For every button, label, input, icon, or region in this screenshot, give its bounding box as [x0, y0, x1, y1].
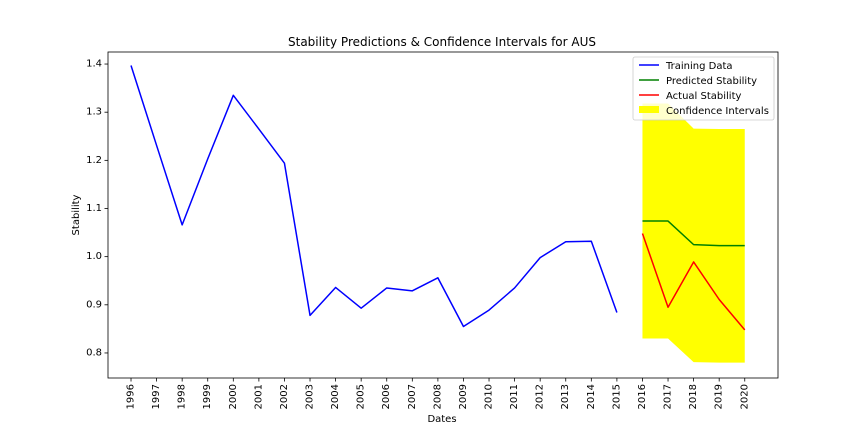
actual-stability-line-group	[641, 233, 746, 331]
axes-frame	[107, 51, 779, 379]
x-tick-label: 2014	[586, 384, 597, 409]
x-tick-label: 2009	[458, 384, 469, 409]
y-tick-label: 1.3	[86, 107, 102, 118]
confidence-interval-band	[642, 103, 745, 363]
legend-label-predicted: Predicted Stability	[666, 76, 757, 87]
y-tick-label: 1.2	[86, 155, 102, 166]
x-tick-label: 2008	[432, 384, 443, 409]
y-axis: 0.8 0.9 1.0 1.1 1.2 1.3 1.4	[86, 59, 108, 358]
x-tick-label: 2013	[560, 384, 571, 409]
x-tick-label: 2004	[330, 384, 341, 409]
legend-label-training: Training Data	[665, 61, 733, 72]
x-tick-label: 2006	[381, 384, 392, 409]
x-tick-label: 2020	[739, 384, 750, 409]
x-axis: 1996 1997 1998 1999 2000 2001 2002 2003 2004 2005…	[126, 378, 750, 409]
x-tick-label: 2018	[688, 384, 699, 409]
x-tick-label: 2015	[611, 384, 622, 409]
x-tick-label: 2017	[663, 384, 674, 409]
legend-label-actual: Actual Stability	[666, 91, 742, 102]
legend-box	[632, 56, 775, 121]
x-tick-label: 1998	[177, 384, 188, 409]
chart-title: Stability Predictions & Confidence Inter…	[288, 35, 596, 49]
x-tick-label: 2003	[305, 384, 316, 409]
x-tick-label: 2012	[535, 384, 546, 409]
legend-swatch-confidence	[639, 106, 659, 113]
y-tick-label: 1.4	[86, 59, 102, 70]
x-tick-label: 2000	[228, 384, 239, 409]
x-tick-label: 2016	[637, 384, 648, 409]
x-tick-label: 2005	[356, 384, 367, 409]
y-tick-label: 1.0	[86, 251, 102, 262]
x-tick-label: 2010	[484, 384, 495, 409]
y-tick-label: 0.8	[86, 347, 102, 358]
y-axis-label: Stability	[71, 194, 82, 235]
x-tick-label: 2002	[279, 384, 290, 409]
x-tick-label: 2019	[714, 384, 725, 409]
y-tick-label: 0.9	[86, 299, 102, 310]
plot-area	[130, 65, 746, 363]
x-axis-label: Dates	[427, 414, 456, 425]
y-tick-label: 1.1	[86, 203, 102, 214]
legend: Training Data Predicted Stability Actual…	[632, 56, 775, 121]
training-data-line-group	[130, 65, 618, 328]
x-tick-label: 2011	[509, 384, 520, 409]
legend-label-confidence: Confidence Intervals	[666, 106, 769, 117]
predicted-stability-line-group	[642, 220, 745, 247]
x-tick-label: 2007	[407, 384, 418, 409]
x-tick-label: 1997	[151, 384, 162, 409]
training-data-line	[130, 65, 618, 328]
x-tick-label: 2001	[253, 384, 264, 409]
x-tick-label: 1999	[202, 384, 213, 409]
x-tick-label: 1996	[126, 384, 137, 409]
